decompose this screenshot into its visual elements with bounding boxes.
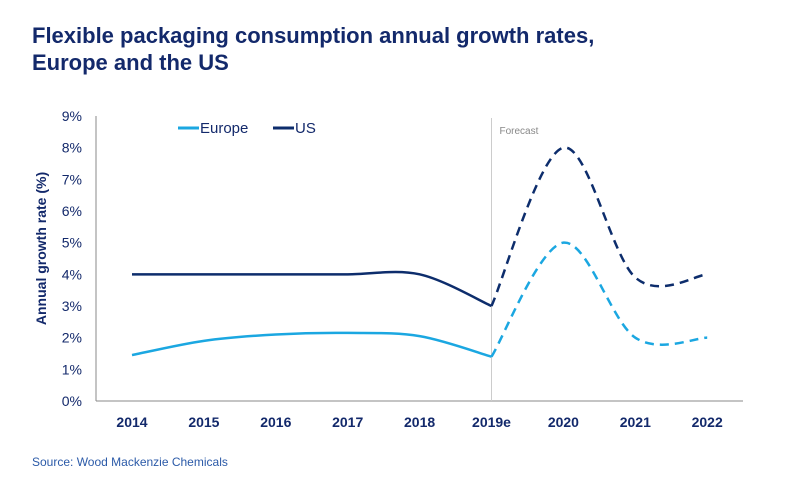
series-line-us-forecast [490, 146, 708, 307]
x-tick-label: 2016 [260, 414, 291, 430]
series-line-us-actual [132, 270, 493, 308]
x-tick-label: 2021 [620, 414, 651, 430]
y-tick-label: 5% [62, 235, 82, 251]
title-line-2: Europe and the US [32, 50, 229, 75]
x-tick-label: 2017 [332, 414, 363, 430]
y-tick-label: 9% [62, 108, 82, 124]
y-axis-title: Annual growth rate (%) [33, 172, 49, 325]
x-tick-label: 2019e [472, 414, 511, 430]
y-tick-label: 8% [62, 140, 82, 156]
x-tick-label: 2020 [548, 414, 579, 430]
y-tick-label: 0% [62, 393, 82, 409]
y-tick-label: 7% [62, 171, 82, 187]
y-tick-label: 6% [62, 203, 82, 219]
legend-label-us: US [295, 120, 316, 137]
y-tick-label: 2% [62, 330, 82, 346]
series-line-europe-actual [131, 331, 492, 358]
y-tick-label: 3% [62, 298, 82, 314]
y-tick-label: 4% [62, 266, 82, 282]
x-tick-label: 2014 [116, 414, 147, 430]
title-line-1: Flexible packaging consumption annual gr… [32, 23, 595, 48]
y-tick-label: 1% [62, 361, 82, 377]
x-tick-label: 2022 [692, 414, 723, 430]
series-line-europe-forecast [490, 241, 708, 358]
forecast-label: Forecast [500, 126, 539, 137]
x-tick-label: 2018 [404, 414, 435, 430]
source-note: Source: Wood Mackenzie Chemicals [32, 455, 228, 469]
legend-label-europe: Europe [200, 120, 248, 137]
x-tick-label: 2015 [188, 414, 219, 430]
chart-title: Flexible packaging consumption annual gr… [32, 22, 594, 76]
